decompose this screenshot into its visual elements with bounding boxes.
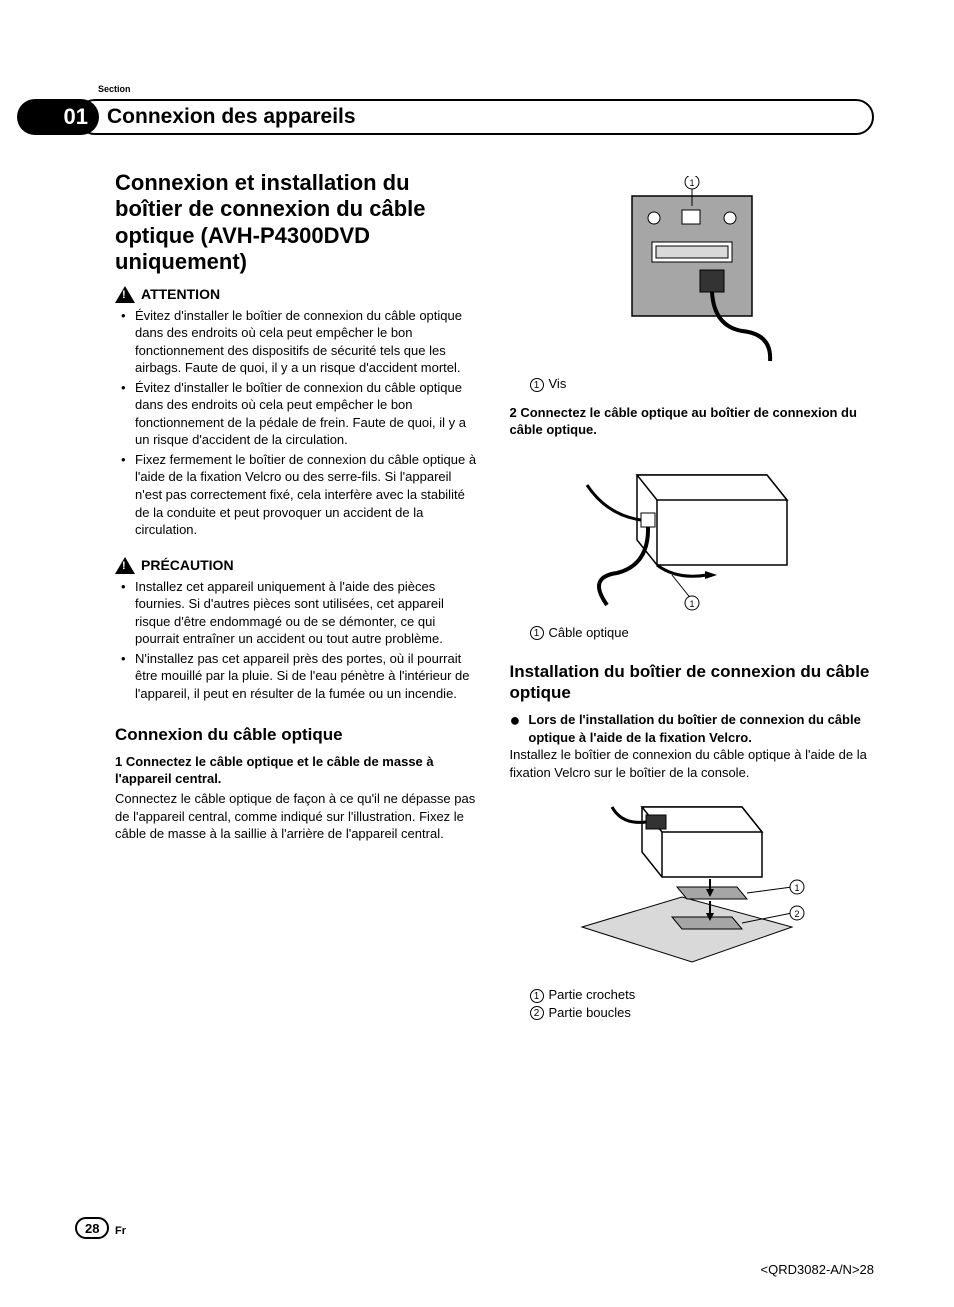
figure-1: 1 — [510, 176, 875, 366]
warning-icon — [115, 557, 135, 574]
step-1: 1 Connectez le câble optique et le câble… — [115, 753, 480, 788]
svg-text:1: 1 — [689, 599, 694, 609]
list-item: Fixez fermement le boîtier de connexion … — [115, 451, 480, 539]
list-item: Évitez d'installer le boîtier de connexi… — [115, 307, 480, 377]
bullet-icon: ● — [510, 711, 521, 746]
legend-text: Câble optique — [549, 625, 629, 640]
page-number: 28 — [75, 1217, 109, 1239]
figure-3-svg: 1 2 — [562, 787, 822, 977]
main-heading: Connexion et installation du boîtier de … — [115, 170, 480, 276]
section-title: Connexion des appareils — [107, 105, 356, 129]
bullet-body: Installez le boîtier de connexion du câb… — [510, 746, 875, 781]
content-columns: Connexion et installation du boîtier de … — [115, 170, 874, 1022]
precaution-label: PRÉCAUTION — [141, 557, 234, 573]
svg-text:1: 1 — [689, 178, 694, 188]
legend-text: Vis — [549, 376, 567, 391]
step-2: 2 Connectez le câble optique au boîtier … — [510, 404, 875, 439]
figure-1-legend: 1 Vis — [510, 376, 875, 392]
attention-label: ATTENTION — [141, 286, 220, 302]
list-item: Installez cet appareil uniquement à l'ai… — [115, 578, 480, 648]
right-column: 1 1 Vis 2 Connectez le câble optique au b… — [510, 170, 875, 1022]
figure-2-svg: 1 — [577, 445, 807, 615]
callout-1: 1 — [530, 626, 544, 640]
figure-3: 1 2 — [510, 787, 875, 977]
callout-1: 1 — [530, 989, 544, 1003]
svg-text:2: 2 — [794, 909, 799, 919]
page: Section 01 Connexion des appareils Conne… — [0, 0, 954, 1307]
section-label: Section — [98, 84, 131, 94]
figure-3-legend-2: 2 Partie boucles — [510, 1005, 875, 1021]
left-column: Connexion et installation du boîtier de … — [115, 170, 480, 1022]
subheading-connexion: Connexion du câble optique — [115, 725, 480, 745]
list-item: Évitez d'installer le boîtier de connexi… — [115, 379, 480, 449]
precaution-list: Installez cet appareil uniquement à l'ai… — [115, 578, 480, 703]
section-number-pill: 01 — [17, 99, 99, 135]
attention-list: Évitez d'installer le boîtier de connexi… — [115, 307, 480, 539]
list-item: N'installez pas cet appareil près des po… — [115, 650, 480, 703]
callout-1: 1 — [530, 378, 544, 392]
bullet-heading: ● Lors de l'installation du boîtier de c… — [510, 711, 875, 746]
figure-1-svg: 1 — [592, 176, 792, 366]
legend-text: Partie boucles — [549, 1005, 631, 1020]
section-header: 01 Connexion des appareils — [17, 99, 874, 135]
legend-text: Partie crochets — [549, 987, 636, 1002]
language-label: Fr — [115, 1225, 126, 1237]
footer-code: <QRD3082-A/N>28 — [761, 1262, 874, 1277]
subheading-installation: Installation du boîtier de connexion du … — [510, 662, 875, 703]
figure-3-legend-1: 1 Partie crochets — [510, 987, 875, 1003]
figure-2: 1 — [510, 445, 875, 615]
figure-2-legend: 1 Câble optique — [510, 625, 875, 641]
section-title-wrap: Connexion des appareils — [77, 99, 874, 135]
bullet-heading-text: Lors de l'installation du boîtier de con… — [528, 711, 874, 746]
callout-2: 2 — [530, 1006, 544, 1020]
attention-heading: ATTENTION — [115, 286, 480, 303]
step-1-body: Connectez le câble optique de façon à ce… — [115, 790, 480, 843]
svg-text:1: 1 — [794, 883, 799, 893]
precaution-heading: PRÉCAUTION — [115, 557, 480, 574]
warning-icon — [115, 286, 135, 303]
